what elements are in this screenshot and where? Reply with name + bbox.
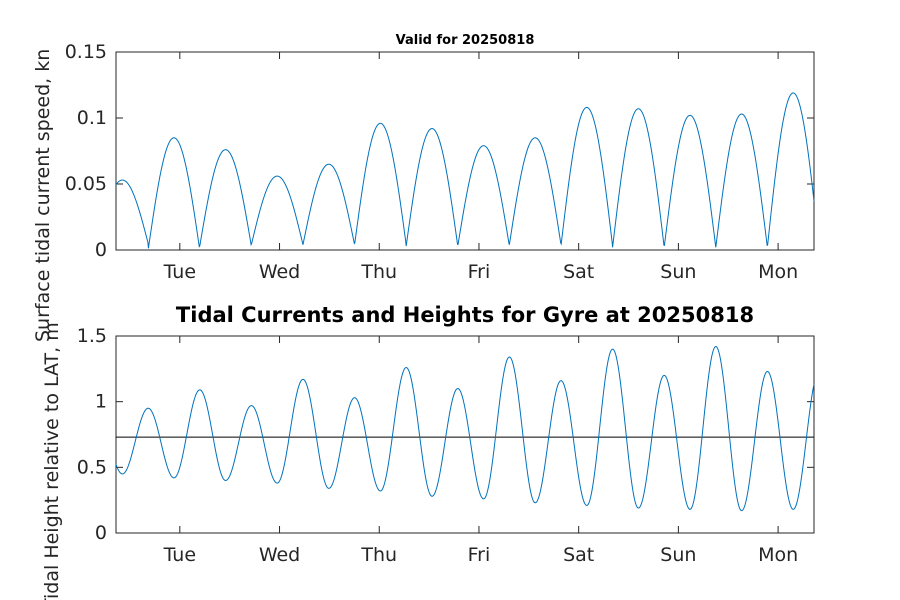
height-series-line bbox=[115, 345, 815, 512]
height-plot-area bbox=[115, 335, 815, 534]
height-chart-title: Tidal Currents and Heights for Gyre at 2… bbox=[176, 303, 754, 327]
height-x-tick-label: Thu bbox=[360, 544, 397, 566]
height-y-axis-label: Tidal Height relative to LAT, m bbox=[41, 322, 63, 600]
height-y-tick-label: 0 bbox=[95, 522, 107, 544]
speed-panel: Valid for 20250818 0 0.05 0.1 0.15 Tue Wed Th… bbox=[32, 33, 815, 342]
height-y-tick-label: 1.5 bbox=[77, 325, 107, 347]
speed-x-tick-label: Sat bbox=[563, 261, 594, 283]
speed-y-tick-label: 0.05 bbox=[65, 173, 107, 195]
speed-series-line bbox=[115, 92, 815, 249]
speed-x-tick-label: Fri bbox=[468, 261, 491, 283]
speed-x-tick-label: Tue bbox=[163, 261, 196, 283]
speed-y-tick-label: 0.1 bbox=[77, 107, 107, 129]
speed-x-tick-label: Sun bbox=[660, 261, 696, 283]
speed-y-tick-label: 0 bbox=[95, 239, 107, 261]
speed-x-axis: Tue Wed Thu Fri Sat Sun Mon bbox=[163, 52, 798, 283]
height-x-axis: Tue Wed Thu Fri Sat Sun Mon bbox=[163, 336, 798, 566]
height-y-axis: 0 0.5 1 1.5 bbox=[77, 325, 814, 544]
height-x-tick-label: Wed bbox=[259, 544, 300, 566]
speed-chart-title: Valid for 20250818 bbox=[396, 33, 535, 48]
height-x-tick-label: Mon bbox=[758, 544, 798, 566]
speed-x-tick-label: Thu bbox=[360, 261, 397, 283]
speed-y-tick-label: 0.15 bbox=[65, 41, 107, 63]
height-y-tick-label: 0.5 bbox=[77, 456, 107, 478]
speed-x-tick-label: Wed bbox=[259, 261, 300, 283]
height-panel: Tidal Currents and Heights for Gyre at 2… bbox=[41, 303, 815, 600]
speed-y-axis-label: Surface tidal current speed, kn bbox=[32, 49, 54, 342]
height-y-tick-label: 1 bbox=[95, 391, 107, 413]
height-x-tick-label: Tue bbox=[163, 544, 196, 566]
height-x-tick-label: Fri bbox=[468, 544, 491, 566]
speed-x-tick-label: Mon bbox=[758, 261, 798, 283]
speed-plot-area bbox=[115, 51, 815, 251]
height-x-tick-label: Sat bbox=[563, 544, 594, 566]
height-x-tick-label: Sun bbox=[660, 544, 696, 566]
speed-y-axis: 0 0.05 0.1 0.15 bbox=[65, 41, 814, 261]
